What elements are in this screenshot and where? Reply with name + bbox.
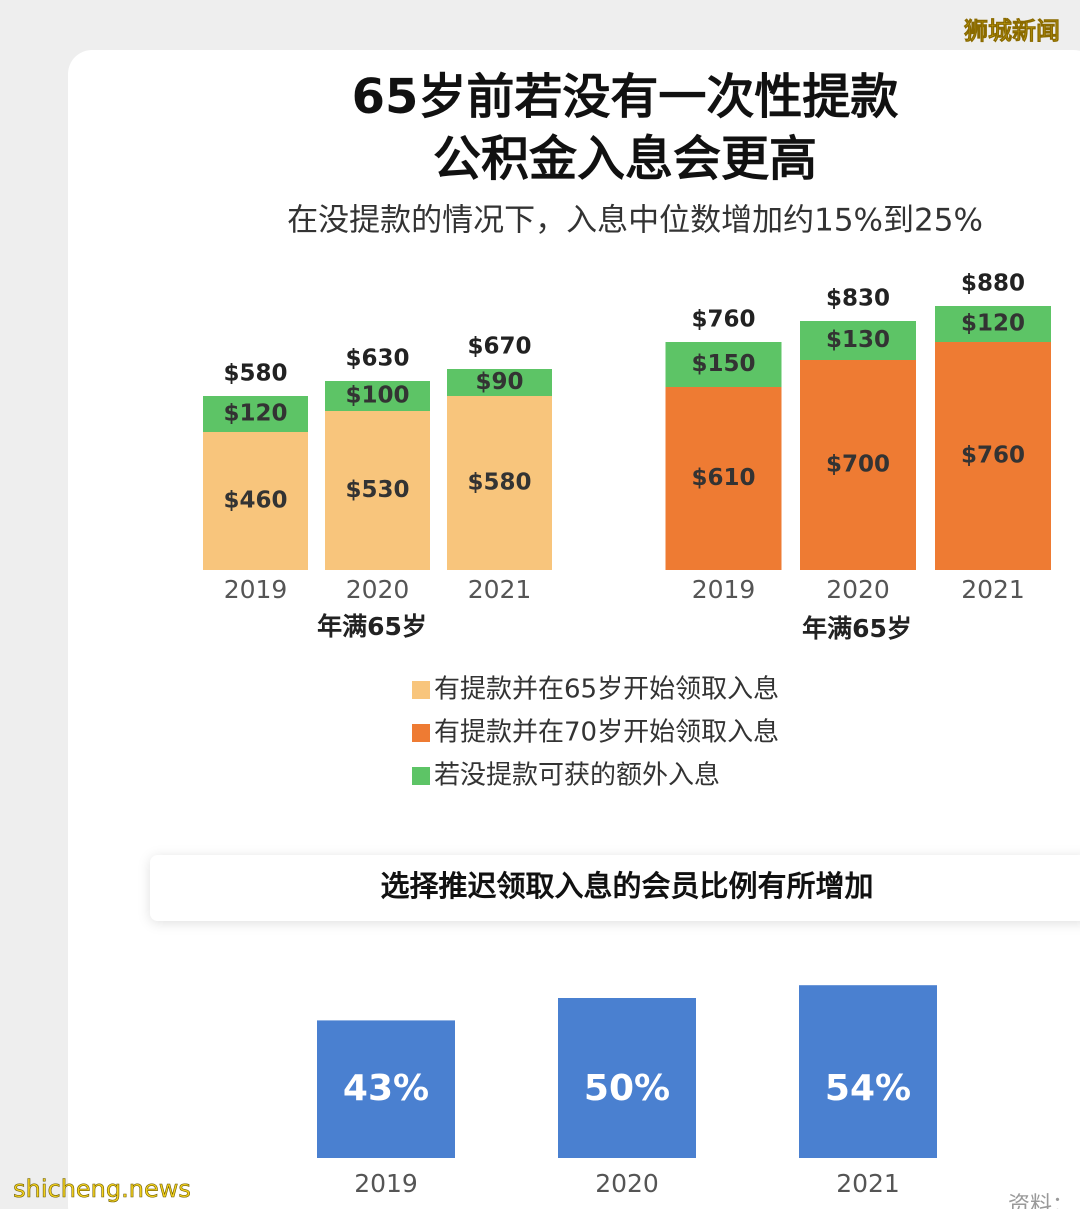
source: 资料： (1008, 1193, 1074, 1209)
section-title: 选择推迟领取入息的会员比例有所增加 (380, 869, 873, 903)
bar-segment (203, 432, 308, 570)
data-label: $530 (345, 477, 409, 503)
title-line: 公积金入息会更高 (433, 131, 817, 187)
bar-segment (665, 342, 782, 387)
x-tick-label: 2021 (468, 575, 532, 604)
total-label: $630 (345, 346, 409, 372)
bar-segment (800, 321, 916, 360)
subtitle: 在没提款的情况下，入息中位数增加约15%到25% (287, 203, 983, 239)
x-tick-label: 2021 (836, 1169, 900, 1198)
x-tick-label: 2020 (346, 575, 410, 604)
legend-swatch (412, 724, 430, 742)
data-label: $150 (691, 351, 755, 377)
legend-label: 有提款并在70岁开始领取入息 (434, 718, 779, 748)
legend-label: 有提款并在65岁开始领取入息 (434, 675, 779, 705)
watermark: 狮城新闻 (964, 17, 1060, 45)
data-label: $610 (691, 465, 755, 491)
watermark: shicheng.news (13, 1175, 191, 1203)
data-label: 43% (343, 1068, 429, 1109)
data-label: $100 (345, 383, 409, 409)
data-label: $700 (826, 452, 890, 478)
bar-segment (325, 381, 430, 411)
bar (317, 1020, 455, 1158)
data-label: $90 (475, 369, 523, 395)
x-tick-label: 2021 (961, 575, 1025, 604)
bar-segment (325, 411, 430, 570)
total-label: $670 (467, 334, 531, 360)
total-label: $880 (961, 271, 1025, 297)
bar-segment (935, 306, 1051, 342)
x-tick-label: 2019 (224, 575, 288, 604)
total-label: $830 (826, 286, 890, 312)
data-label: $120 (961, 311, 1025, 337)
x-tick-label: 2019 (692, 575, 756, 604)
x-axis-label: 年满65岁 (802, 614, 912, 643)
data-label: $580 (467, 470, 531, 496)
bar (799, 985, 937, 1158)
legend-swatch (412, 767, 430, 785)
data-label: $460 (223, 488, 287, 514)
total-label: $580 (223, 361, 287, 387)
bar-segment (665, 387, 782, 570)
bar-segment (447, 396, 552, 570)
bar (558, 998, 696, 1158)
bar-segment (447, 369, 552, 396)
bar-segment (800, 360, 916, 570)
section-header (150, 855, 1080, 921)
data-label: 50% (584, 1068, 670, 1109)
legend-label: 若没提款可获的额外入息 (434, 761, 720, 791)
title-line: 65岁前若没有一次性提款 (352, 69, 899, 125)
data-label: 54% (825, 1068, 911, 1109)
total-label: $760 (691, 307, 755, 333)
data-label: $760 (961, 443, 1025, 469)
data-label: $130 (826, 327, 890, 353)
x-tick-label: 2020 (826, 575, 890, 604)
bar-segment (203, 396, 308, 432)
x-axis-label: 年满65岁 (317, 612, 427, 641)
x-tick-label: 2020 (595, 1169, 659, 1198)
data-label: $120 (223, 401, 287, 427)
legend-swatch (412, 681, 430, 699)
x-tick-label: 2019 (354, 1169, 418, 1198)
bar-segment (935, 342, 1051, 570)
